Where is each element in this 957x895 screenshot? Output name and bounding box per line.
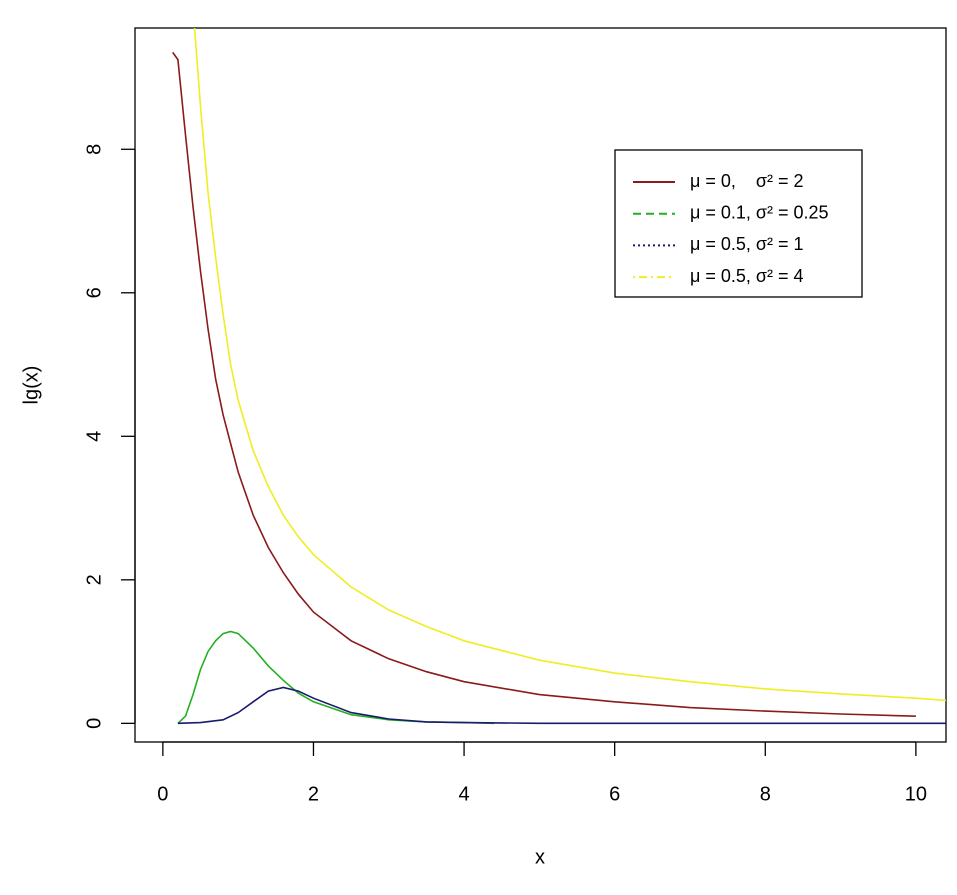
- y-tick-label: 6: [83, 287, 105, 298]
- x-tick-label: 4: [459, 783, 470, 805]
- curves: [172, 28, 946, 725]
- legend-label: μ = 0.5, σ² = 1: [690, 234, 804, 254]
- x-tick-label: 8: [760, 783, 771, 805]
- x-tick-label: 6: [609, 783, 620, 805]
- series-line: [177, 686, 946, 725]
- y-axis-label: lg(x): [20, 366, 42, 405]
- x-tick-label: 2: [308, 783, 319, 805]
- legend-box: [614, 149, 863, 298]
- y-tick-label: 0: [83, 718, 105, 729]
- series-line: [172, 51, 916, 717]
- x-tick-label: 10: [905, 783, 927, 805]
- legend-label: μ = 0, σ² = 2: [690, 171, 804, 191]
- y-tick-label: 4: [83, 431, 105, 442]
- x-tick-label: 0: [157, 783, 168, 805]
- legend-label: μ = 0.5, σ² = 4: [690, 266, 804, 286]
- y-tick-label: 2: [83, 574, 105, 585]
- legend-label: μ = 0.1, σ² = 0.25: [690, 202, 829, 222]
- x-axis-label: x: [535, 846, 545, 868]
- series-line: [193, 28, 946, 702]
- plot-frame: [134, 27, 947, 743]
- y-tick-label: 8: [83, 144, 105, 155]
